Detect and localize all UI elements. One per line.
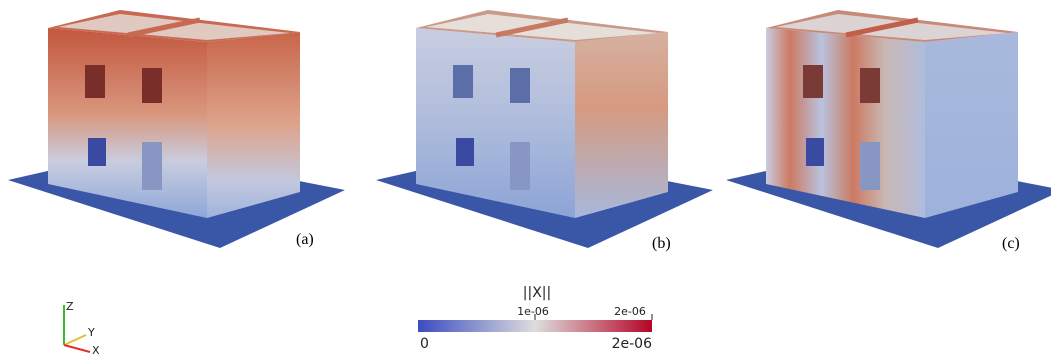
axis-label: Y (87, 326, 95, 339)
colorbar-tick-label: 1e-06 (517, 305, 549, 318)
axis-label: Z (66, 300, 74, 313)
colorbar-tick-label: 2e-06 (614, 305, 646, 318)
colorbar-min: 0 (420, 336, 429, 352)
colorbar: ||X|| 1e-06 2e-06 0 2e-06 (418, 285, 653, 352)
panel-label: (c) (1002, 235, 1020, 252)
panel-c: (c) (726, 10, 1051, 252)
panel-label: (a) (296, 231, 314, 248)
colorbar-max: 2e-06 (612, 336, 652, 352)
axes-triad: Z Y X (63, 300, 100, 356)
panel-b: (b) (376, 10, 713, 252)
colorbar-gradient (418, 320, 652, 332)
axis-label: X (92, 344, 100, 356)
panel-a: (a) (8, 10, 345, 248)
side-wall (207, 32, 300, 218)
colorbar-title: ||X|| (523, 285, 551, 301)
panel-label: (b) (652, 235, 671, 252)
